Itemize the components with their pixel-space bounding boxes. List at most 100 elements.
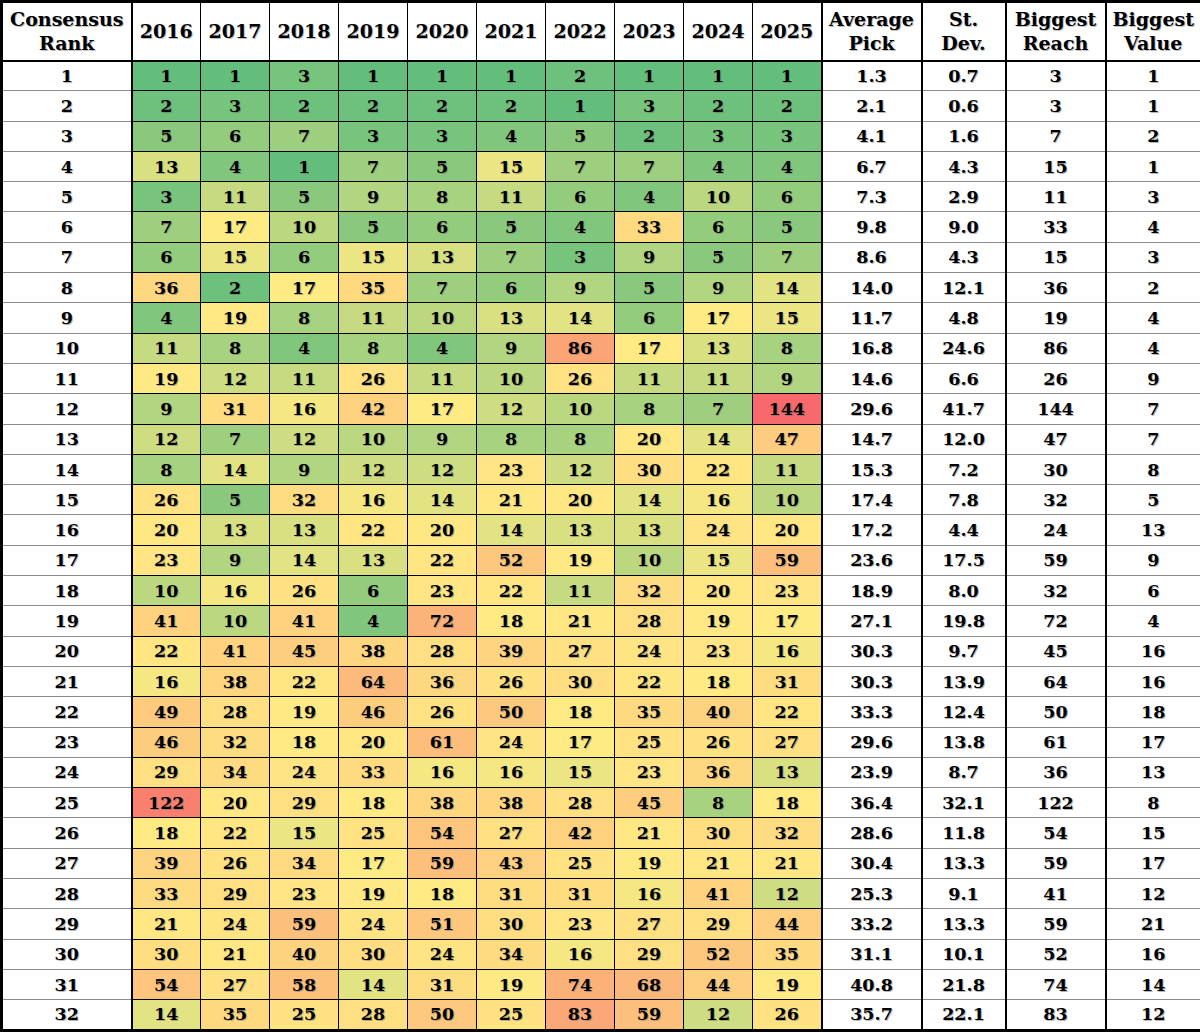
heatmap-cell: 38 xyxy=(201,666,270,696)
biggest-reach-header-line: Biggest xyxy=(1015,8,1096,30)
st-dev-cell: 4.4 xyxy=(922,515,1006,545)
heatmap-cell: 35 xyxy=(615,697,684,727)
heatmap-cell: 10 xyxy=(201,606,270,636)
heatmap-cell: 4 xyxy=(132,303,201,333)
biggest-value-cell: 17 xyxy=(1106,848,1200,878)
heatmap-cell: 31 xyxy=(753,666,822,696)
biggest-reach-header-line: Reach xyxy=(1023,32,1089,54)
heatmap-cell: 23 xyxy=(684,636,753,666)
table-row: 356733452334.11.672 xyxy=(2,121,1200,151)
biggest-value-cell: 1 xyxy=(1106,151,1200,181)
st-dev-cell: 6.6 xyxy=(922,363,1006,393)
heatmap-cell: 20 xyxy=(546,485,615,515)
biggest-value-cell: 3 xyxy=(1106,242,1200,272)
heatmap-cell: 9 xyxy=(408,424,477,454)
rank-cell: 9 xyxy=(2,303,132,333)
table-row: 94198111013146171511.74.8194 xyxy=(2,303,1200,333)
heatmap-cell: 34 xyxy=(201,757,270,787)
biggest-reach-cell: 59 xyxy=(1006,848,1106,878)
st-dev-cell: 13.3 xyxy=(922,848,1006,878)
heatmap-cell: 20 xyxy=(408,515,477,545)
biggest-value-cell: 7 xyxy=(1106,424,1200,454)
heatmap-cell: 9 xyxy=(201,545,270,575)
heatmap-cell: 24 xyxy=(684,515,753,545)
biggest-reach-cell: 36 xyxy=(1006,757,1106,787)
heatmap-cell: 54 xyxy=(132,969,201,999)
rank-cell: 12 xyxy=(2,394,132,424)
heatmap-cell: 11 xyxy=(753,454,822,484)
st-dev-cell: 32.1 xyxy=(922,788,1006,818)
st-dev-cell: 19.8 xyxy=(922,606,1006,636)
st-dev-cell: 21.8 xyxy=(922,969,1006,999)
average-pick-cell: 25.3 xyxy=(822,879,922,909)
heatmap-cell: 29 xyxy=(132,757,201,787)
heatmap-cell: 30 xyxy=(684,818,753,848)
heatmap-cell: 31 xyxy=(408,969,477,999)
table-row: 234632182061241725262729.613.86117 xyxy=(2,727,1200,757)
heatmap-cell: 4 xyxy=(477,121,546,151)
heatmap-cell: 4 xyxy=(408,333,477,363)
year-header-2019: 2019 xyxy=(339,2,408,61)
heatmap-cell: 1 xyxy=(684,61,753,91)
heatmap-cell: 17 xyxy=(684,303,753,333)
table-row: 1481491212231230221115.37.2308 xyxy=(2,454,1200,484)
average-pick-cell: 14.0 xyxy=(822,273,922,303)
biggest-value-cell: 4 xyxy=(1106,212,1200,242)
st-dev-cell: 11.8 xyxy=(922,818,1006,848)
heatmap-cell: 6 xyxy=(339,576,408,606)
average-pick-cell: 31.1 xyxy=(822,939,922,969)
st-dev-cell: 8.7 xyxy=(922,757,1006,787)
table-row: 202241453828392724231630.39.74516 xyxy=(2,636,1200,666)
heatmap-cell: 68 xyxy=(615,969,684,999)
average-pick-cell: 33.2 xyxy=(822,909,922,939)
table-row: 671710565433659.89.0334 xyxy=(2,212,1200,242)
heatmap-cell: 5 xyxy=(408,151,477,181)
heatmap-cell: 144 xyxy=(753,394,822,424)
heatmap-cell: 3 xyxy=(753,121,822,151)
heatmap-cell: 23 xyxy=(753,576,822,606)
heatmap-cell: 3 xyxy=(201,91,270,121)
heatmap-cell: 16 xyxy=(270,394,339,424)
table-row: 13127121098820144714.712.0477 xyxy=(2,424,1200,454)
st-dev-cell: 13.8 xyxy=(922,727,1006,757)
heatmap-cell: 29 xyxy=(615,939,684,969)
heatmap-cell: 36 xyxy=(408,666,477,696)
heatmap-cell: 18 xyxy=(546,697,615,727)
heatmap-cell: 29 xyxy=(201,879,270,909)
heatmap-cell: 8 xyxy=(408,182,477,212)
heatmap-cell: 14 xyxy=(201,454,270,484)
heatmap-cell: 39 xyxy=(477,636,546,666)
heatmap-cell: 34 xyxy=(270,848,339,878)
heatmap-cell: 9 xyxy=(684,273,753,303)
rank-cell: 3 xyxy=(2,121,132,151)
heatmap-cell: 49 xyxy=(132,697,201,727)
heatmap-cell: 41 xyxy=(270,606,339,636)
heatmap-cell: 4 xyxy=(546,212,615,242)
heatmap-cell: 23 xyxy=(270,879,339,909)
heatmap-cell: 10 xyxy=(477,363,546,393)
heatmap-cell: 12 xyxy=(132,424,201,454)
heatmap-cell: 41 xyxy=(684,879,753,909)
rank-cell: 4 xyxy=(2,151,132,181)
heatmap-cell: 3 xyxy=(615,91,684,121)
biggest-reach-cell: 47 xyxy=(1006,424,1106,454)
rank-cell: 11 xyxy=(2,363,132,393)
biggest-reach-cell: 33 xyxy=(1006,212,1106,242)
heatmap-cell: 22 xyxy=(753,697,822,727)
st-dev-cell: 0.7 xyxy=(922,61,1006,91)
biggest-value-cell: 21 xyxy=(1106,909,1200,939)
biggest-reach-cell: 32 xyxy=(1006,485,1106,515)
table-row: 211638226436263022183130.313.96416 xyxy=(2,666,1200,696)
heatmap-cell: 24 xyxy=(339,909,408,939)
heatmap-cell: 30 xyxy=(132,939,201,969)
heatmap-cell: 7 xyxy=(270,121,339,151)
heatmap-cell: 10 xyxy=(615,545,684,575)
table-row: 261822152554274221303228.611.85415 xyxy=(2,818,1200,848)
heatmap-cell: 22 xyxy=(270,666,339,696)
average-pick-cell: 11.7 xyxy=(822,303,922,333)
heatmap-cell: 6 xyxy=(684,212,753,242)
biggest-reach-cell: 11 xyxy=(1006,182,1106,212)
table-row: 273926341759432519212130.413.35917 xyxy=(2,848,1200,878)
table-row: 101184849861713816.824.6864 xyxy=(2,333,1200,363)
heatmap-cell: 40 xyxy=(684,697,753,727)
